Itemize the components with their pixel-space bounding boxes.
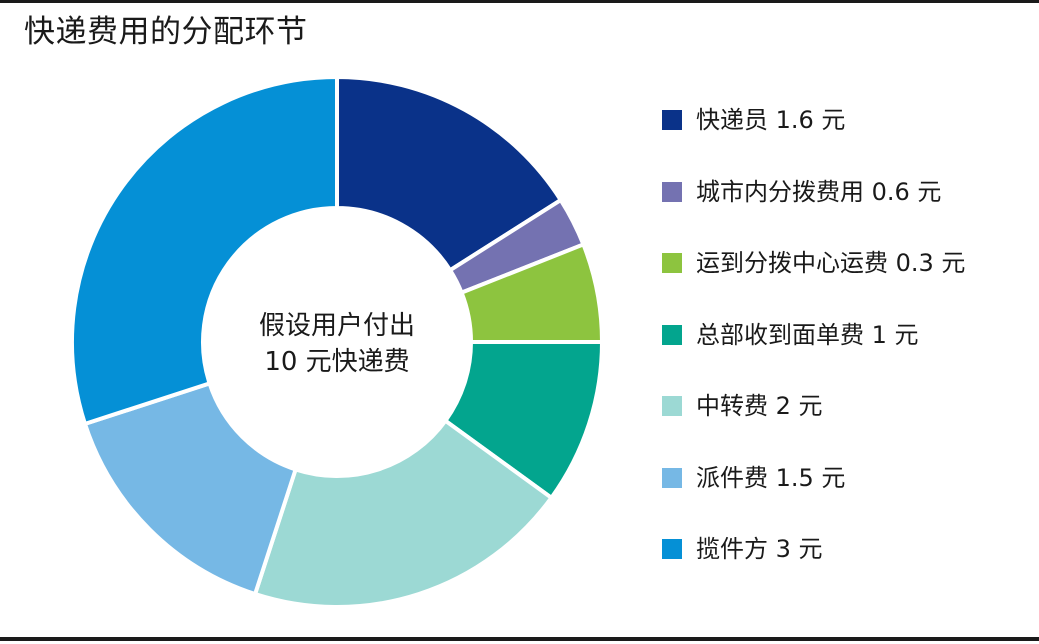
legend-item: 城市内分拨费用 0.6 元 <box>662 174 941 210</box>
legend-label: 派件费 1.5 元 <box>696 463 846 492</box>
pie-slice <box>70 74 339 427</box>
center-label: 假设用户付出 10 元快递费 <box>205 308 469 380</box>
legend-label: 运到分拨中心运费 0.3 元 <box>696 249 966 277</box>
center-label-line-2: 10 元快递费 <box>264 347 410 377</box>
pie-slice <box>82 380 299 597</box>
legend-swatch <box>662 539 682 559</box>
legend-swatch <box>662 253 682 273</box>
legend-swatch <box>662 181 682 202</box>
legend-item: 中转费 2 元 <box>662 388 823 424</box>
legend-label: 总部收到面单费 1 元 <box>696 320 919 349</box>
legend-item: 运到分拨中心运费 0.3 元 <box>662 245 965 281</box>
legend-item: 总部收到面单费 1 元 <box>662 317 919 353</box>
legend-label: 揽件方 3 元 <box>696 535 823 563</box>
pie-slice <box>335 74 564 273</box>
center-label-line-1: 假设用户付出 <box>258 311 415 341</box>
legend-swatch <box>662 467 682 488</box>
legend-label: 快递员 1.6 元 <box>696 106 846 134</box>
legend-label: 中转费 2 元 <box>696 392 823 420</box>
legend-item: 揽件方 3 元 <box>662 531 823 567</box>
legend-item: 派件费 1.5 元 <box>662 460 845 496</box>
pie-slice <box>252 417 555 609</box>
top-rule <box>0 0 1039 3</box>
legend-swatch <box>662 396 682 416</box>
legend-item: 快递员 1.6 元 <box>662 102 845 138</box>
bottom-rule <box>0 637 1039 641</box>
legend-label: 城市内分拨费用 0.6 元 <box>696 177 942 206</box>
legend-swatch <box>662 110 682 130</box>
chart-title: 快递费用的分配环节 <box>24 14 308 50</box>
legend-swatch <box>662 324 682 345</box>
